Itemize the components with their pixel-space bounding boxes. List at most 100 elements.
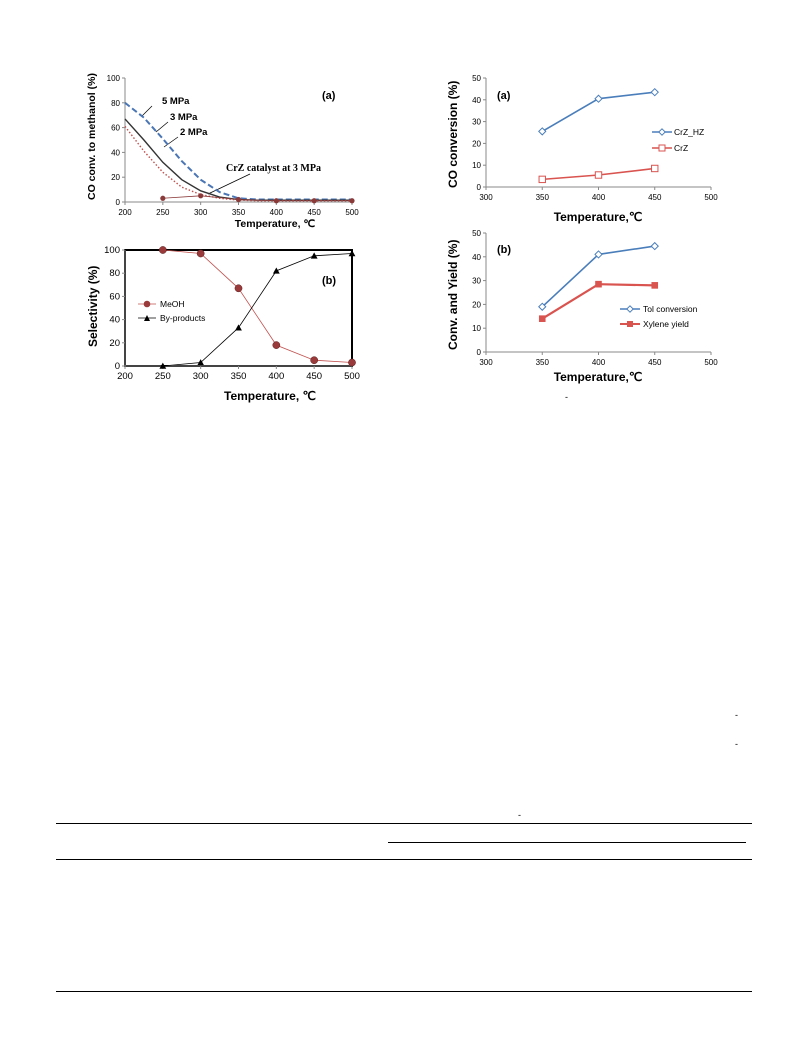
series-line-meoh xyxy=(162,249,353,363)
x-tick-label: 300 xyxy=(479,193,493,202)
y-tick-label: 30 xyxy=(472,277,481,286)
series-line-byproducts xyxy=(162,253,353,367)
series-label-3mpa: 3 MPa xyxy=(170,112,198,123)
panel-label: (b) xyxy=(497,244,511,256)
x-tick-label: 350 xyxy=(232,208,246,217)
y-tick-label: 0 xyxy=(477,348,482,357)
data-point-crz xyxy=(538,175,546,184)
data-point-meoh xyxy=(196,249,205,258)
legend-marker-crz-hz xyxy=(658,128,666,136)
y-tick-label: 10 xyxy=(472,324,481,333)
data-point-xylene-yield xyxy=(538,315,546,322)
series-line-3-mpa xyxy=(124,118,352,201)
chart-co-conversion-methanol: CO conv. to methanol (%) Temperature, ℃ … xyxy=(86,73,359,230)
x-tick-label: 300 xyxy=(193,371,209,382)
x-tick-label: 500 xyxy=(704,358,718,367)
table-header-subrule xyxy=(388,842,746,843)
data-point-crz xyxy=(235,196,242,203)
legend-marker-meoh xyxy=(143,300,151,308)
data-point-byproducts xyxy=(235,324,242,331)
x-tick-label: 300 xyxy=(194,208,208,217)
y-tick-label: 60 xyxy=(111,124,120,133)
x-tick-label: 200 xyxy=(118,208,132,217)
x-tick-label: 450 xyxy=(306,371,322,382)
chart-conv-yield: Conv. and Yield (%) Temperature,℃ (b) 30… xyxy=(446,229,718,384)
x-tick-label: 500 xyxy=(345,208,359,217)
series-label-crz: CrZ catalyst at 3 MPa xyxy=(226,163,321,174)
x-tick-label: 500 xyxy=(704,193,718,202)
y-tick-label: 20 xyxy=(109,338,120,349)
data-point-crz-hz xyxy=(650,87,659,97)
data-point-byproducts xyxy=(197,359,205,366)
data-point-crz-hz xyxy=(538,127,547,136)
x-tick-label: 350 xyxy=(536,358,550,367)
y-tick-label: 60 xyxy=(109,291,120,302)
page-mark: - xyxy=(565,392,568,402)
y-tick-label: 100 xyxy=(107,74,121,83)
y-tick-label: 50 xyxy=(472,229,481,238)
x-tick-label: 400 xyxy=(592,358,606,367)
data-point-meoh xyxy=(348,358,356,367)
data-point-crz xyxy=(160,195,166,201)
series-line-xylene-yield xyxy=(541,283,655,320)
table-top-rule xyxy=(56,823,752,824)
legend-label-meoh: MeOH xyxy=(160,299,185,309)
data-point-crz-hz xyxy=(594,94,603,103)
data-point-tol-conversion xyxy=(538,302,547,311)
legend-marker-crz xyxy=(658,144,666,152)
annotation-pointer xyxy=(207,173,251,195)
y-tick-label: 0 xyxy=(477,183,482,192)
legend-marker-tol-conversion xyxy=(626,305,634,313)
y-tick-label: 50 xyxy=(472,74,481,83)
y-tick-label: 10 xyxy=(472,161,481,170)
x-tick-label: 450 xyxy=(648,193,662,202)
table-header-rule xyxy=(56,859,752,860)
data-point-byproducts xyxy=(310,252,318,259)
x-tick-label: 200 xyxy=(117,371,133,382)
x-tick-label: 450 xyxy=(648,358,662,367)
data-point-crz xyxy=(273,198,279,204)
y-axis-label: CO conversion (%) xyxy=(446,81,460,188)
y-tick-label: 40 xyxy=(111,148,120,157)
x-tick-label: 450 xyxy=(307,208,321,217)
series-label-5mpa: 5 MPa xyxy=(162,96,190,107)
data-point-byproducts xyxy=(348,250,356,257)
data-point-meoh xyxy=(272,341,281,349)
data-point-crz xyxy=(594,171,603,179)
x-tick-label: 500 xyxy=(344,371,360,382)
x-tick-label: 300 xyxy=(479,358,493,367)
y-tick-label: 20 xyxy=(111,173,120,182)
legend-marker-byproducts xyxy=(144,315,150,321)
legend-label-byproducts: By-products xyxy=(160,313,205,323)
y-axis-label: CO conv. to methanol (%) xyxy=(86,73,98,200)
y-tick-label: 80 xyxy=(109,268,120,279)
data-point-crz xyxy=(311,198,317,204)
data-point-crz xyxy=(198,193,204,199)
data-point-meoh xyxy=(234,284,243,293)
y-tick-label: 0 xyxy=(116,198,121,207)
y-axis-label: Conv. and Yield (%) xyxy=(446,240,460,350)
chart-co-conversion: CO conversion (%) Temperature,℃ (a) 300 3… xyxy=(446,74,718,224)
data-point-meoh xyxy=(310,356,319,365)
annotation-pointer xyxy=(163,136,179,148)
legend-marker-xylene-yield xyxy=(627,321,633,327)
data-point-xylene-yield xyxy=(595,280,602,288)
x-tick-label: 250 xyxy=(156,208,170,217)
data-point-byproducts xyxy=(272,267,280,274)
annotation-pointer xyxy=(155,121,169,133)
series-line-crz xyxy=(162,195,352,202)
panel-label: (a) xyxy=(322,90,336,102)
page-mark: - xyxy=(518,810,521,820)
x-axis-label: Temperature,℃ xyxy=(554,370,643,384)
x-tick-label: 350 xyxy=(231,371,247,382)
x-tick-label: 400 xyxy=(592,193,606,202)
data-point-meoh xyxy=(158,246,167,254)
data-point-tol-conversion xyxy=(594,250,603,259)
y-tick-label: 100 xyxy=(104,245,120,256)
x-tick-label: 400 xyxy=(270,208,284,217)
y-tick-label: 40 xyxy=(472,253,481,262)
y-tick-label: 80 xyxy=(111,99,120,108)
panel-label: (b) xyxy=(322,275,336,287)
page-mark: - xyxy=(735,739,738,749)
page-mark: - xyxy=(735,710,738,720)
